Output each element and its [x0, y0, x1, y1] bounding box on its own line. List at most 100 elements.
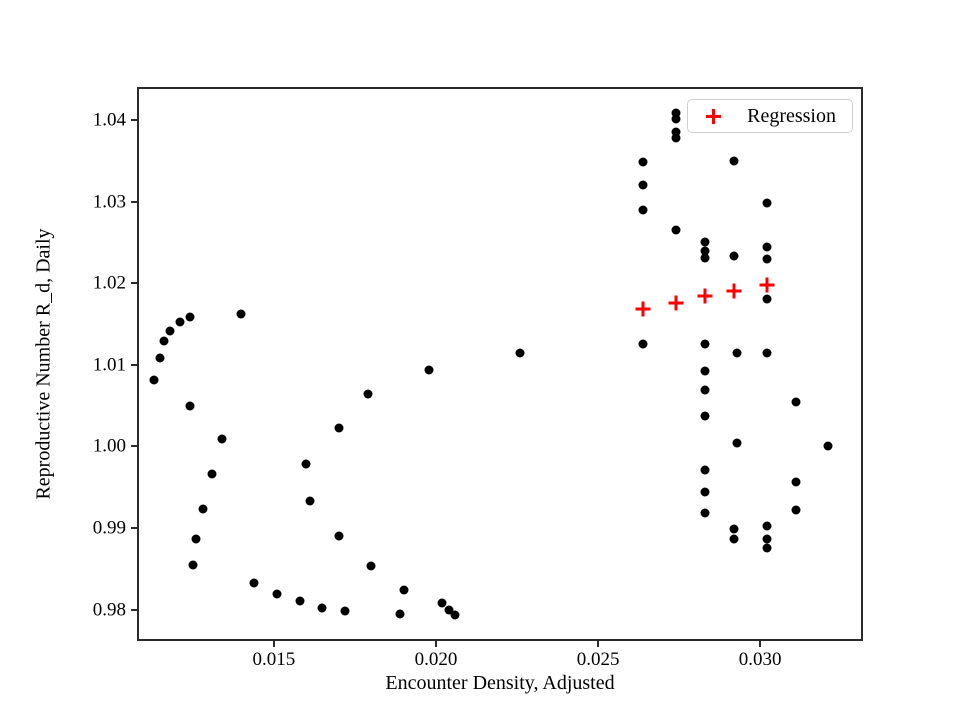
data-point: [638, 180, 648, 190]
data-point: [185, 401, 195, 411]
data-point: [762, 294, 772, 304]
y-tick-label: 1.03: [92, 191, 126, 213]
data-point: [159, 336, 169, 346]
y-tick: [131, 119, 139, 121]
data-point: [671, 127, 681, 137]
x-axis-label: Encounter Density, Adjusted: [385, 672, 615, 694]
data-point: [732, 438, 742, 448]
data-point: [762, 521, 772, 531]
x-tick: [759, 639, 762, 647]
y-tick-label: 1.02: [92, 272, 126, 294]
data-point: [700, 246, 710, 256]
data-point: [671, 114, 681, 124]
data-point: [791, 505, 801, 515]
data-point: [207, 469, 217, 479]
x-tick: [434, 639, 437, 647]
y-tick-label: 1.04: [92, 109, 126, 131]
data-point: [729, 534, 739, 544]
data-point: [305, 496, 315, 506]
x-tick: [597, 639, 600, 647]
data-point: [671, 133, 681, 143]
data-point: [363, 389, 373, 399]
legend: Regression: [687, 99, 853, 133]
plot-area: Encounter Density, Adjusted Reproductive…: [33, 87, 863, 694]
y-axis-label: Reproductive Number R_d, Daily: [32, 228, 55, 500]
y-tick: [131, 282, 139, 285]
data-point: [729, 524, 739, 534]
data-point: [185, 312, 195, 322]
data-point: [729, 251, 739, 261]
legend-label: Regression: [747, 105, 836, 127]
data-point: [762, 534, 772, 544]
data-point: [236, 309, 246, 319]
data-point: [732, 348, 742, 358]
data-point: [340, 606, 350, 616]
data-point: [700, 366, 710, 376]
data-point: [437, 598, 447, 608]
data-point: [700, 508, 710, 518]
data-point: [823, 441, 833, 451]
data-point: [729, 156, 739, 166]
data-point: [700, 465, 710, 475]
data-point: [762, 543, 772, 553]
data-point: [399, 585, 409, 595]
data-point: [165, 326, 175, 336]
data-point: [395, 609, 405, 619]
data-point: [700, 253, 710, 263]
regression-plus-icon: [706, 108, 722, 124]
data-point: [762, 254, 772, 264]
x-tick: [272, 639, 275, 647]
y-tick: [131, 608, 139, 611]
data-point: [791, 397, 801, 407]
data-point: [301, 459, 311, 469]
data-point: [762, 348, 772, 358]
data-point: [155, 353, 165, 363]
data-point: [515, 348, 525, 358]
data-point: [671, 108, 681, 118]
data-point: [700, 339, 710, 349]
data-point: [762, 242, 772, 252]
regression-point: [635, 301, 651, 317]
data-point: [700, 385, 710, 395]
regression-point: [697, 288, 713, 304]
data-point: [700, 411, 710, 421]
x-tick-label: 0.030: [738, 649, 782, 670]
data-point: [249, 578, 259, 588]
data-point: [334, 423, 344, 433]
data-point: [638, 339, 648, 349]
y-tick-label: 1.00: [92, 435, 126, 457]
data-point: [791, 477, 801, 487]
y-tick-label: 0.99: [92, 517, 126, 539]
data-point: [762, 198, 772, 208]
data-point: [700, 237, 710, 247]
regression-point: [668, 295, 684, 311]
data-point: [149, 375, 159, 385]
data-point: [188, 560, 198, 570]
y-tick: [131, 445, 139, 448]
regression-point: [759, 277, 775, 293]
data-point: [198, 504, 208, 514]
data-point: [295, 596, 305, 606]
data-point: [191, 534, 201, 544]
data-point: [638, 157, 648, 167]
data-point: [175, 317, 185, 327]
data-point: [450, 610, 460, 620]
data-point: [671, 225, 681, 235]
data-point: [334, 531, 344, 541]
data-point: [217, 434, 227, 444]
data-point: [317, 603, 327, 613]
y-tick: [131, 527, 139, 530]
x-tick-label: 0.025: [576, 649, 620, 670]
y-tick: [131, 363, 139, 366]
y-tick-label: 1.01: [92, 354, 126, 376]
x-tick-label: 0.020: [414, 649, 458, 670]
y-tick-label: 0.98: [92, 599, 126, 621]
data-point: [638, 205, 648, 215]
data-point: [700, 487, 710, 497]
regression-point: [726, 283, 742, 299]
y-tick: [131, 200, 139, 203]
data-point: [272, 589, 282, 599]
data-point: [444, 605, 454, 615]
x-tick-label: 0.015: [252, 649, 296, 670]
